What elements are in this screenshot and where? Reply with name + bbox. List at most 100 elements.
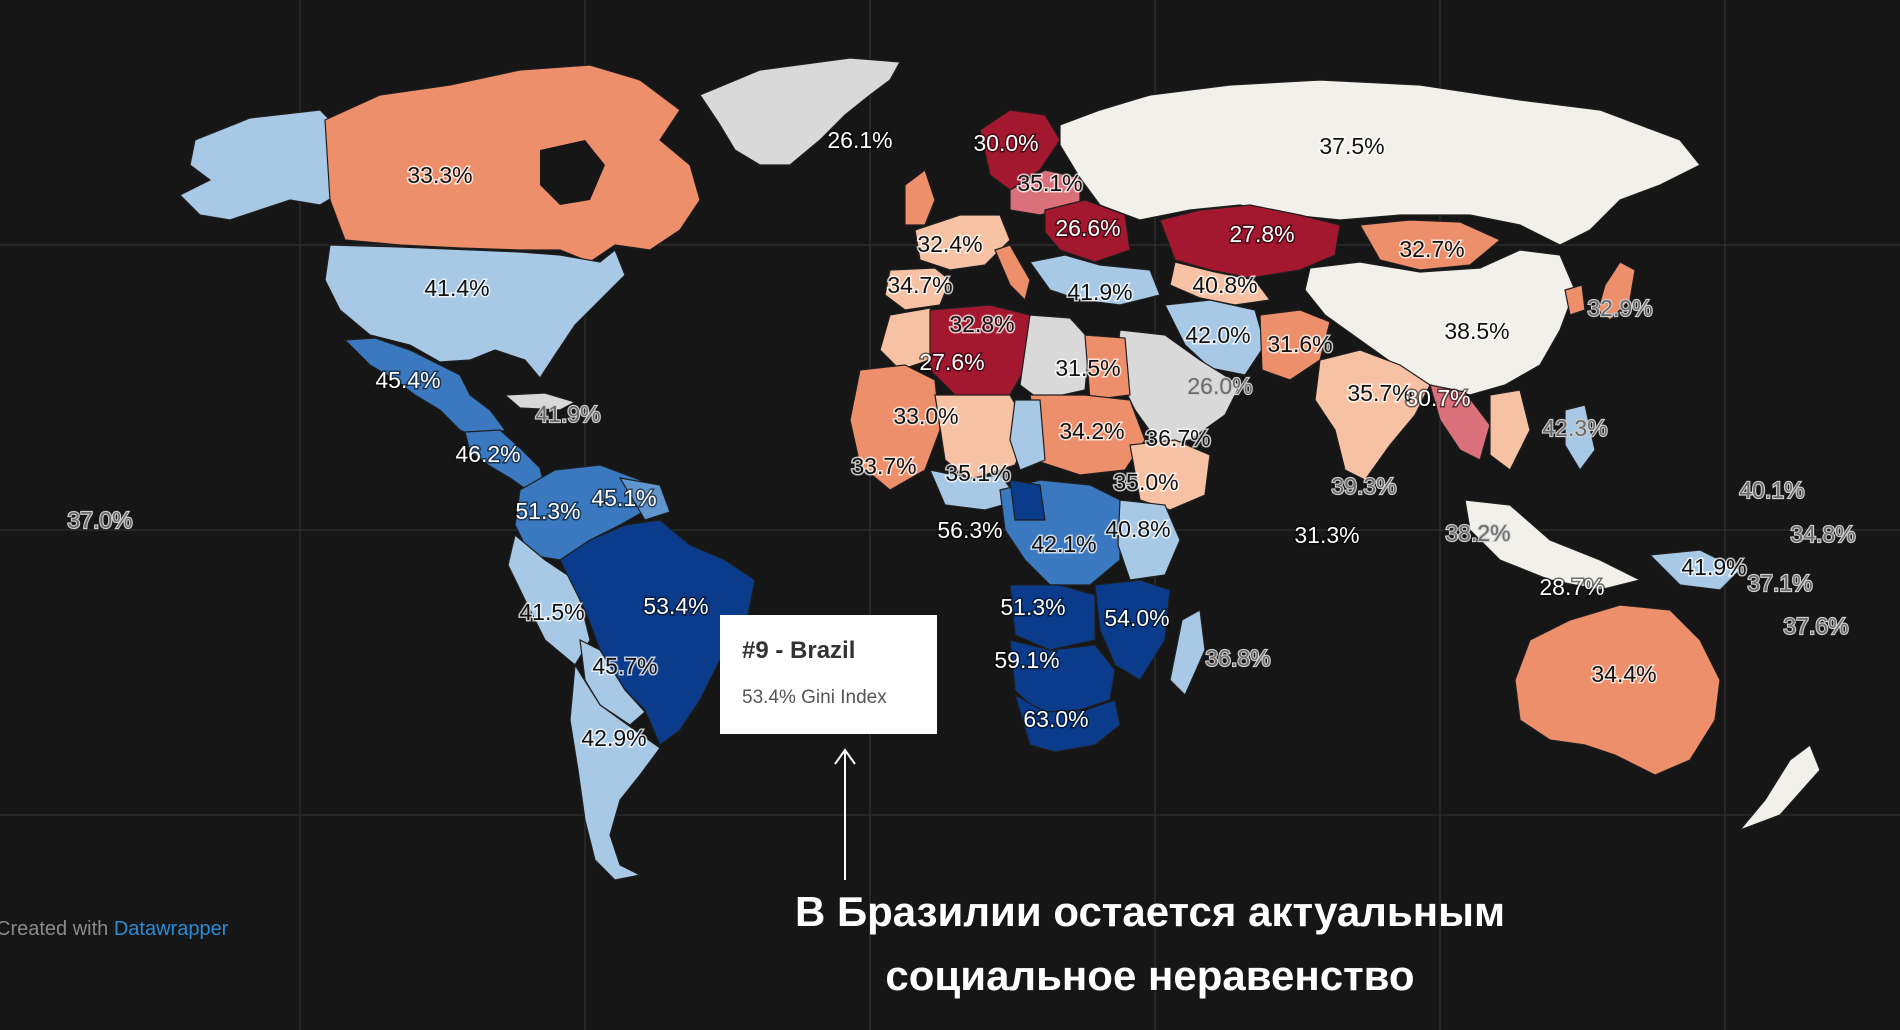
country-chad[interactable] xyxy=(1009,399,1046,471)
country-philippines[interactable] xyxy=(1564,404,1596,472)
value-label-colombia: 51.3% xyxy=(515,498,580,524)
country-angola[interactable] xyxy=(1009,584,1096,651)
value-label-spain: 34.7% xyxy=(887,272,952,298)
hudson-bay xyxy=(540,140,605,205)
value-label-baltic: 35.1% xyxy=(1017,170,1082,196)
value-label-kenya: 40.8% xyxy=(1105,516,1170,542)
tooltip-value: 53.4% Gini Index xyxy=(742,687,887,708)
country-scandinavia[interactable] xyxy=(979,109,1061,191)
value-label-south-africa: 63.0% xyxy=(1023,706,1088,732)
tooltip-title: #9 - Brazil xyxy=(742,637,856,664)
country-caribbean[interactable] xyxy=(503,392,577,411)
value-label-arabia: 26.0% xyxy=(1187,373,1252,399)
country-png[interactable] xyxy=(1648,549,1742,591)
value-label-peru: 41.5% xyxy=(519,599,584,625)
value-label-indonesia-w: 38.2% xyxy=(1445,520,1510,546)
value-label-ukraine: 26.6% xyxy=(1055,215,1120,241)
country-niger[interactable] xyxy=(934,394,1031,481)
value-label-canada: 33.3% xyxy=(407,162,472,188)
country-usa-alaska[interactable] xyxy=(178,109,346,221)
countries xyxy=(178,57,1821,881)
country-gulf-guinea[interactable] xyxy=(1009,479,1046,521)
country-south-africa[interactable] xyxy=(1013,693,1121,753)
country-tooltip: #9 - Brazil 53.4% Gini Index xyxy=(720,615,937,734)
value-labels: 26.1% 33.3% 41.4% 45.4% 41.9% 46.2% 37.0% 51.3%… xyxy=(66,126,1856,753)
country-japan[interactable] xyxy=(1597,261,1636,321)
country-kazakhstan[interactable] xyxy=(1159,204,1341,279)
pointer-arrow xyxy=(834,748,856,880)
value-label-pacific: 37.0% xyxy=(67,507,132,533)
country-mexico[interactable] xyxy=(343,337,506,441)
country-australia[interactable] xyxy=(1514,604,1721,776)
caption-line-1: В Бразилии остается актуальным xyxy=(794,888,1506,935)
value-label-angola: 51.3% xyxy=(1000,594,1065,620)
country-myanmar[interactable] xyxy=(1429,384,1491,461)
country-ethiopia[interactable] xyxy=(1129,439,1211,511)
country-namibia[interactable] xyxy=(1009,639,1116,716)
value-label-timor: 28.7% xyxy=(1539,574,1604,600)
datawrapper-link[interactable]: Datawrapper xyxy=(113,918,229,940)
value-label-argentina: 42.9% xyxy=(581,725,646,751)
country-guyana[interactable] xyxy=(618,477,671,521)
value-label-sweden: 30.0% xyxy=(973,130,1038,156)
value-label-micronesia: 40.1% xyxy=(1739,477,1804,503)
value-label-niger: 33.0% xyxy=(893,403,958,429)
country-greenland[interactable] xyxy=(699,57,901,166)
country-algeria[interactable] xyxy=(929,304,1031,401)
country-turkey[interactable] xyxy=(1028,254,1161,306)
value-label-senegal: 33.7% xyxy=(851,453,916,479)
country-china[interactable] xyxy=(1304,249,1576,396)
country-indonesia[interactable] xyxy=(1464,499,1642,591)
value-label-georgia: 40.8% xyxy=(1192,272,1257,298)
country-senegal[interactable] xyxy=(849,364,941,491)
country-mozambique[interactable] xyxy=(1094,579,1171,681)
value-label-kazakhstan: 27.8% xyxy=(1229,221,1294,247)
value-label-brazil: 53.4% xyxy=(643,593,708,619)
value-label-turkey: 41.9% xyxy=(1067,279,1132,305)
country-ukraine[interactable] xyxy=(1044,199,1131,263)
value-label-russia: 37.5% xyxy=(1319,133,1384,159)
country-madagascar[interactable] xyxy=(1169,609,1206,697)
value-label-ethiopia: 35.0% xyxy=(1113,469,1178,495)
value-label-bolivia: 45.7% xyxy=(592,653,657,679)
country-canada[interactable] xyxy=(324,64,701,263)
country-india[interactable] xyxy=(1314,349,1431,481)
country-russia[interactable] xyxy=(1059,79,1701,246)
country-mongolia[interactable] xyxy=(1359,219,1502,271)
country-italy[interactable] xyxy=(994,244,1031,302)
country-indochina[interactable] xyxy=(1489,389,1531,471)
value-label-usa: 41.4% xyxy=(424,275,489,301)
country-argentina[interactable] xyxy=(569,663,661,881)
value-label-iran: 42.0% xyxy=(1185,322,1250,348)
value-label-china: 38.5% xyxy=(1444,318,1509,344)
value-label-philippines: 42.3% xyxy=(1542,415,1607,441)
country-new-zealand[interactable] xyxy=(1738,744,1821,832)
caption: В Бразилии остается актуальным социально… xyxy=(650,880,1650,1008)
country-libya[interactable] xyxy=(1019,314,1091,401)
country-georgia[interactable] xyxy=(1169,261,1272,306)
value-label-central-america: 46.2% xyxy=(455,441,520,467)
value-label-france: 32.4% xyxy=(917,231,982,257)
value-label-sudan: 34.2% xyxy=(1059,418,1124,444)
value-label-afghanistan: 31.6% xyxy=(1267,331,1332,357)
country-egypt[interactable] xyxy=(1084,334,1131,401)
value-label-greenland: 26.1% xyxy=(827,127,892,153)
value-label-solomon: 37.1% xyxy=(1747,570,1812,596)
country-uk[interactable] xyxy=(904,169,936,226)
country-usa[interactable] xyxy=(324,244,626,380)
value-label-mexico: 45.4% xyxy=(375,367,440,393)
country-korea[interactable] xyxy=(1564,284,1586,316)
country-iran[interactable] xyxy=(1164,299,1266,376)
value-label-egypt: 31.5% xyxy=(1055,355,1120,381)
value-label-gulf-guinea: 56.3% xyxy=(937,517,1002,543)
value-label-japan: 32.9% xyxy=(1587,295,1652,321)
value-label-namibia: 59.1% xyxy=(994,647,1059,673)
value-label-australia: 34.4% xyxy=(1591,661,1656,687)
value-label-algeria: 32.8% xyxy=(949,311,1014,337)
value-label-caribbean: 41.9% xyxy=(535,401,600,427)
country-kenya[interactable] xyxy=(1117,499,1181,581)
country-spain[interactable] xyxy=(884,267,951,311)
value-label-mozambique: 54.0% xyxy=(1104,605,1169,631)
value-label-ghana: 35.1% xyxy=(945,460,1010,486)
